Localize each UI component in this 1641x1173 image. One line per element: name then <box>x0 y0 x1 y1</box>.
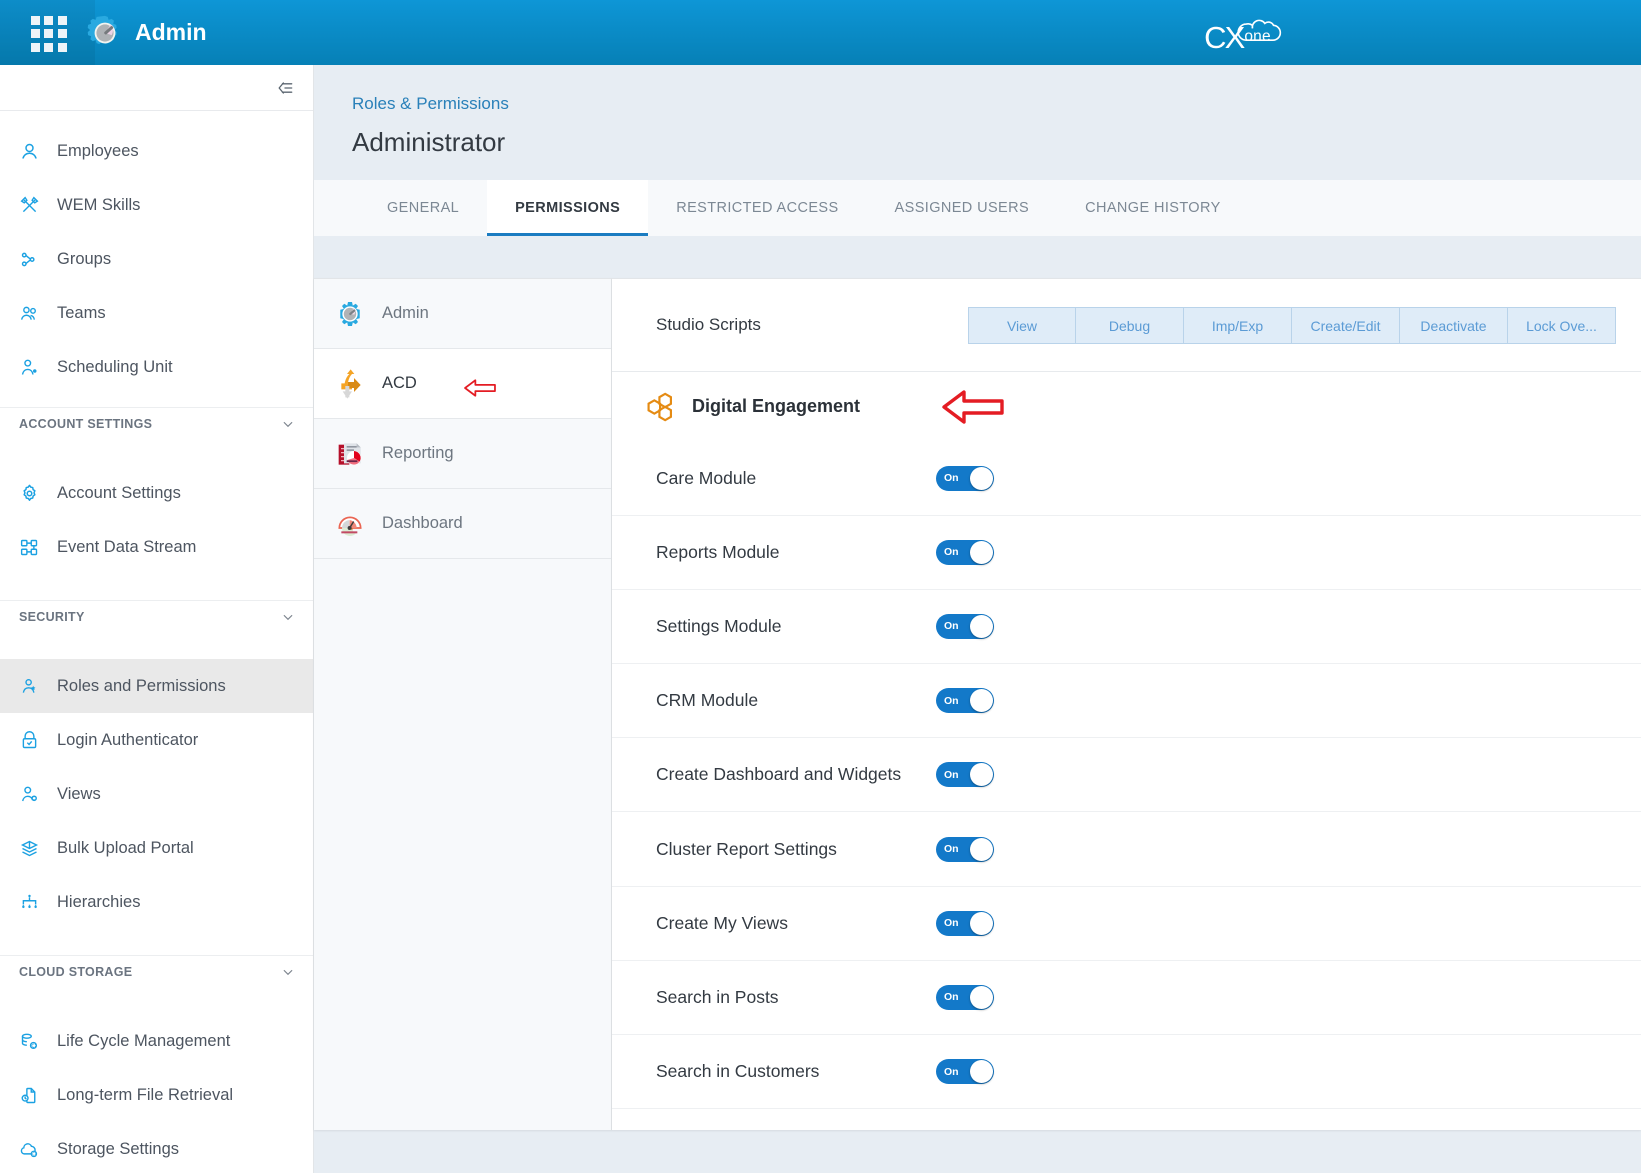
svg-text:one: one <box>1244 28 1270 45</box>
